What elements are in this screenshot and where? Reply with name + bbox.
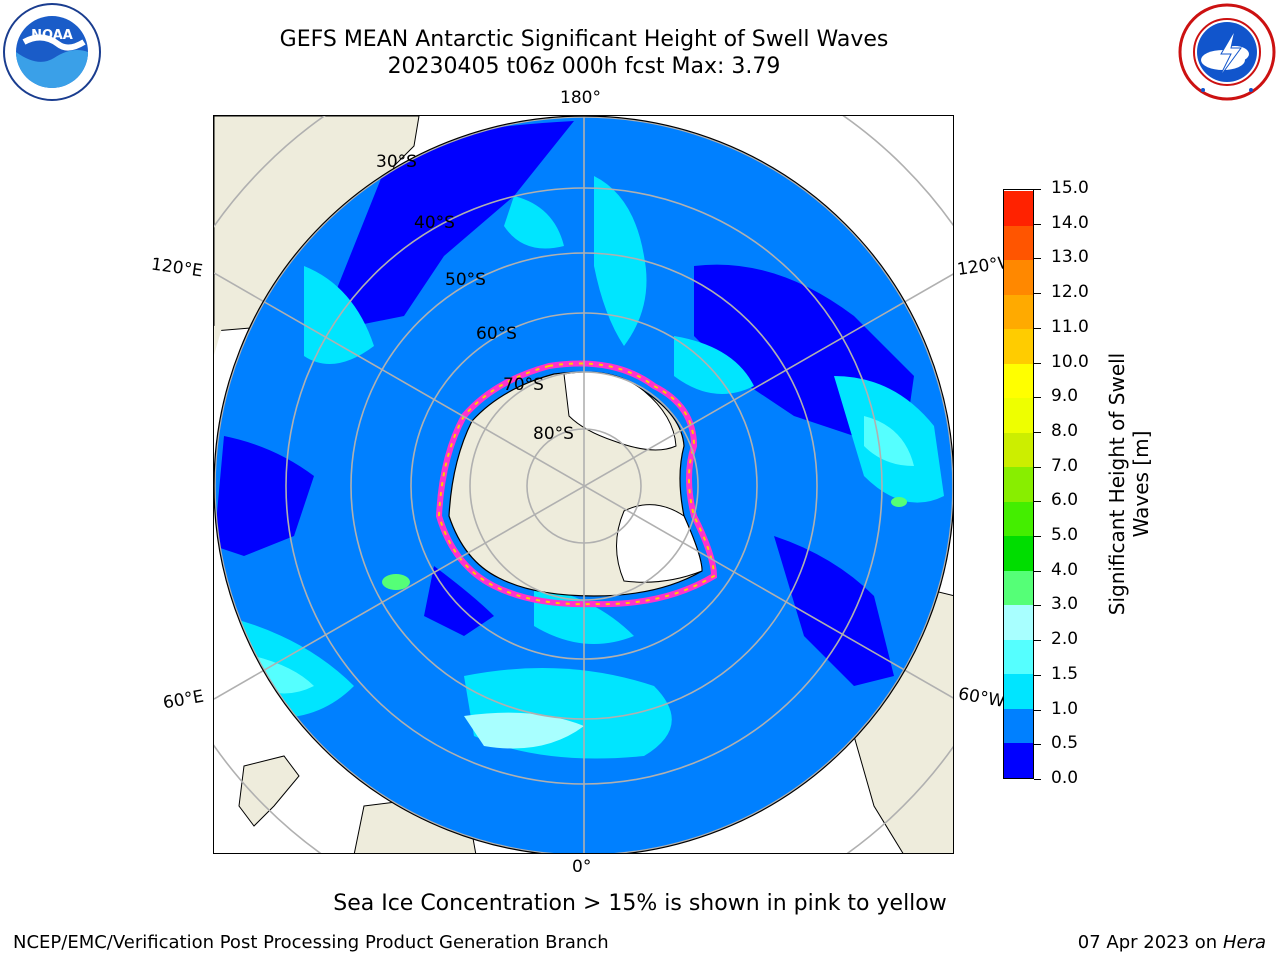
colorbar-segment (1004, 501, 1033, 537)
lon-label-0: 0° (572, 857, 592, 877)
colorbar-segment (1004, 673, 1033, 709)
colorbar-tick (1034, 431, 1041, 433)
lon-label-180: 180° (560, 88, 601, 108)
lat-label-40s: 40°S (414, 213, 455, 233)
colorbar (1003, 189, 1034, 779)
colorbar-tick-label: 5.0 (1051, 525, 1079, 546)
colorbar-segment (1004, 190, 1033, 226)
colorbar-segment (1004, 535, 1033, 571)
colorbar-segment (1004, 708, 1033, 744)
colorbar-tick (1034, 258, 1041, 260)
footer-date-text: 07 Apr 2023 on (1077, 932, 1223, 953)
colorbar-tick (1034, 709, 1041, 711)
polar-map (213, 115, 954, 854)
lon-label-120e: 120°E (149, 254, 204, 282)
lat-label-30s: 30°S (376, 152, 417, 172)
colorbar-tick-label: 7.0 (1051, 455, 1079, 476)
colorbar-segment (1004, 363, 1033, 399)
colorbar-segment (1004, 328, 1033, 364)
lat-label-70s: 70°S (503, 375, 544, 395)
colorbar-tick (1034, 189, 1041, 190)
colorbar-tick (1034, 223, 1041, 225)
colorbar-segment (1004, 397, 1033, 433)
colorbar-tick-label: 12.0 (1051, 282, 1089, 303)
colorbar-segment (1004, 466, 1033, 502)
colorbar-tick (1034, 362, 1041, 364)
colorbar-tick-label: 15.0 (1051, 178, 1089, 198)
colorbar-tick-label: 0.5 (1051, 733, 1079, 754)
colorbar-tick-label: 2.0 (1051, 629, 1079, 650)
colorbar-segment (1004, 432, 1033, 468)
colorbar-tick (1034, 501, 1041, 503)
chart-subtitle: 20230405 t06z 000h fcst Max: 3.79 (387, 54, 781, 79)
colorbar-tick (1034, 570, 1041, 572)
footer-credit: NCEP/EMC/Verification Post Processing Pr… (13, 932, 609, 953)
colorbar-tick (1034, 779, 1041, 780)
graticule (214, 116, 953, 853)
colorbar-label: Significant Height of Swell Waves [m] (1105, 353, 1153, 615)
colorbar-tick-label: 6.0 (1051, 490, 1079, 511)
colorbar-tick-label: 0.0 (1051, 768, 1079, 788)
colorbar-tick (1034, 397, 1041, 399)
antarctica (435, 360, 718, 608)
lon-label-60e: 60°E (161, 686, 206, 714)
colorbar-segment (1004, 225, 1033, 261)
colorbar-tick (1034, 327, 1041, 329)
colorbar-segment (1004, 570, 1033, 606)
lat-label-50s: 50°S (445, 270, 486, 290)
colorbar-tick-label: 4.0 (1051, 559, 1079, 580)
colorbar-tick (1034, 674, 1041, 676)
noaa-logo: NOAA (3, 3, 101, 101)
colorbar-tick-label: 14.0 (1051, 212, 1089, 233)
colorbar-tick (1034, 466, 1041, 468)
colorbar-tick-label: 9.0 (1051, 386, 1079, 407)
colorbar-tick (1034, 744, 1041, 746)
colorbar-tick (1034, 536, 1041, 538)
colorbar-label-line1: Significant Height of Swell (1105, 352, 1129, 616)
colorbar-tick-label: 8.0 (1051, 420, 1079, 441)
colorbar-tick-label: 1.0 (1051, 698, 1079, 719)
colorbar-tick-label: 11.0 (1051, 316, 1089, 337)
lat-label-60s: 60°S (476, 324, 517, 344)
colorbar-segment (1004, 259, 1033, 295)
colorbar-tick (1034, 605, 1041, 607)
chart-title: GEFS MEAN Antarctic Significant Height o… (279, 27, 889, 52)
colorbar-segment (1004, 742, 1033, 778)
noaa-logo-text: NOAA (31, 28, 73, 43)
nws-logo (1178, 3, 1276, 101)
colorbar-tick-label: 10.0 (1051, 351, 1089, 372)
colorbar-tick-label: 13.0 (1051, 247, 1089, 268)
lon-label-60w: 60°W (956, 684, 1007, 712)
colorbar-tick (1034, 640, 1041, 642)
colorbar-tick-label: 3.0 (1051, 594, 1079, 615)
sea-ice-note: Sea Ice Concentration > 15% is shown in … (333, 891, 947, 916)
colorbar-segment (1004, 604, 1033, 640)
colorbar-label-line2: Waves [m] (1129, 430, 1153, 538)
colorbar-segment (1004, 639, 1033, 675)
lat-label-80s: 80°S (533, 424, 574, 444)
footer-date: 07 Apr 2023 on Hera (1078, 932, 1266, 953)
colorbar-segment (1004, 294, 1033, 330)
colorbar-tick (1034, 293, 1041, 295)
footer-machine: Hera (1222, 932, 1266, 953)
colorbar-tick-label: 1.5 (1051, 663, 1079, 684)
